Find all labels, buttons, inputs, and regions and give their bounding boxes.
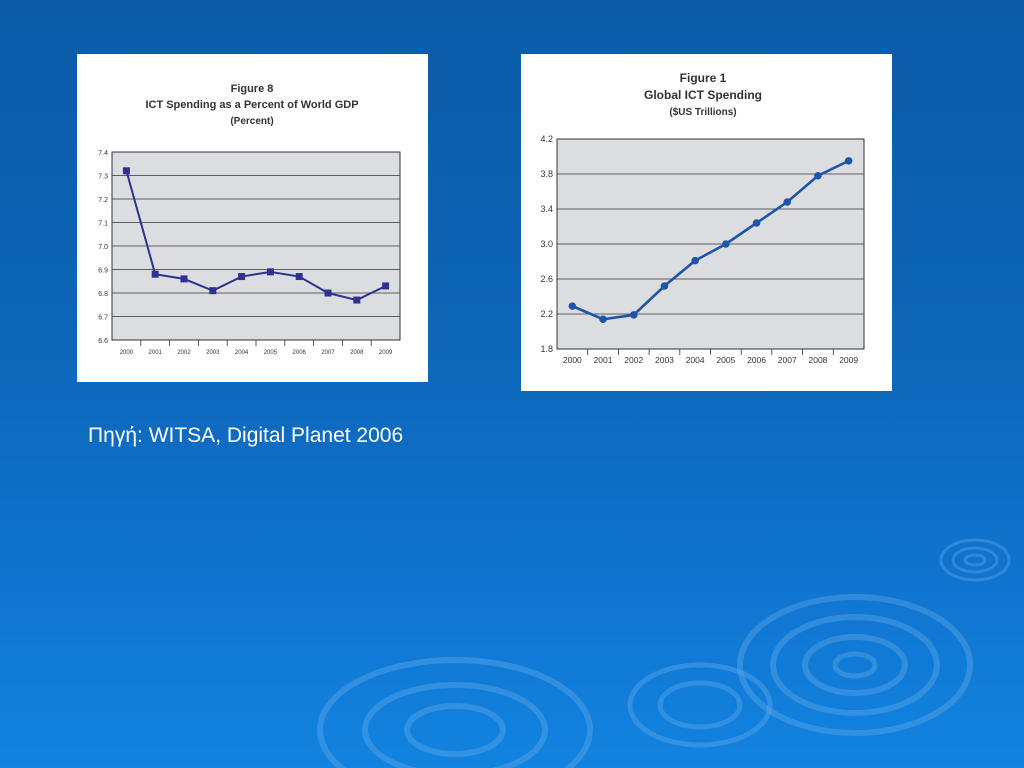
- x-tick-label: 2002: [177, 350, 191, 356]
- y-tick-label: 7.1: [98, 221, 108, 228]
- x-tick-label: 2001: [149, 350, 163, 356]
- y-tick-label: 7.2: [98, 197, 108, 204]
- y-tick-label: 6.9: [98, 268, 108, 275]
- x-tick-label: 2003: [655, 355, 674, 365]
- x-tick-label: 2009: [839, 355, 858, 365]
- y-tick-label: 6.8: [98, 291, 108, 298]
- series-line: [125, 170, 387, 302]
- x-tick-label: 2003: [206, 350, 220, 356]
- y-tick-label: 2.6: [540, 274, 553, 284]
- x-tick-label: 2007: [778, 355, 797, 365]
- chart-title: Figure 1: [680, 71, 727, 85]
- y-tick-label: 4.2: [540, 134, 553, 144]
- y-tick-label: 7.4: [98, 150, 108, 157]
- chart-global-ict-spending: Figure 1 Global ICT Spending ($US Trilli…: [540, 71, 865, 365]
- x-tick-label: 2004: [235, 350, 249, 356]
- series-line: [571, 159, 850, 321]
- chart-title: Figure 8: [231, 83, 274, 95]
- chart-unit: (Percent): [230, 116, 273, 127]
- chart-card-global-ict: Figure 1 Global ICT Spending ($US Trilli…: [521, 54, 892, 391]
- data-point: [691, 256, 699, 265]
- x-tick-label: 2008: [350, 350, 364, 356]
- x-tick-label: 2008: [808, 355, 827, 365]
- data-point: [783, 198, 792, 206]
- y-tick-label: 6.6: [98, 338, 108, 345]
- x-tick-label: 2006: [293, 350, 307, 356]
- data-point: [353, 296, 361, 304]
- y-tick-label: 1.8: [540, 344, 553, 354]
- x-tick-label: 2004: [686, 355, 705, 365]
- y-tick-label: 7.3: [98, 174, 108, 181]
- data-point: [266, 268, 274, 276]
- x-tick-label: 2002: [624, 355, 643, 365]
- data-point: [295, 273, 303, 281]
- data-point: [238, 273, 246, 281]
- data-point: [122, 167, 130, 175]
- x-tick-label: 2000: [120, 350, 134, 356]
- x-tick-label: 2001: [594, 355, 613, 365]
- data-point: [752, 219, 761, 227]
- chart-subtitle: ICT Spending as a Percent of World GDP: [145, 99, 358, 111]
- y-tick-label: 3.8: [540, 169, 553, 179]
- data-point: [180, 275, 188, 283]
- x-tick-label: 2007: [321, 350, 335, 356]
- y-tick-label: 3.4: [540, 204, 553, 214]
- chart-card-ict-gdp: Figure 8 ICT Spending as a Percent of Wo…: [77, 54, 428, 382]
- source-caption: Πηγή: WITSA, Digital Planet 2006: [88, 424, 404, 447]
- data-point: [722, 240, 730, 248]
- data-point: [844, 157, 853, 165]
- y-tick-label: 3.0: [540, 239, 553, 249]
- x-tick-label: 2006: [747, 355, 766, 365]
- data-point: [382, 282, 390, 290]
- y-tick-label: 6.7: [98, 315, 108, 322]
- x-tick-label: 2009: [379, 350, 393, 356]
- data-point: [151, 270, 159, 278]
- x-tick-label: 2000: [563, 355, 582, 365]
- data-point: [660, 282, 669, 290]
- data-point: [324, 289, 332, 297]
- data-point: [814, 171, 822, 180]
- y-tick-label: 2.2: [540, 309, 553, 319]
- data-point: [629, 311, 638, 319]
- data-point: [599, 315, 607, 324]
- data-point: [568, 302, 577, 310]
- y-tick-label: 7.0: [98, 244, 108, 251]
- chart-subtitle: Global ICT Spending: [644, 88, 762, 102]
- x-tick-label: 2005: [716, 355, 735, 365]
- chart-unit: ($US Trillions): [669, 107, 736, 118]
- data-point: [209, 287, 217, 295]
- chart-ict-gdp-percent: Figure 8 ICT Spending as a Percent of Wo…: [98, 83, 401, 356]
- x-tick-label: 2005: [264, 350, 278, 356]
